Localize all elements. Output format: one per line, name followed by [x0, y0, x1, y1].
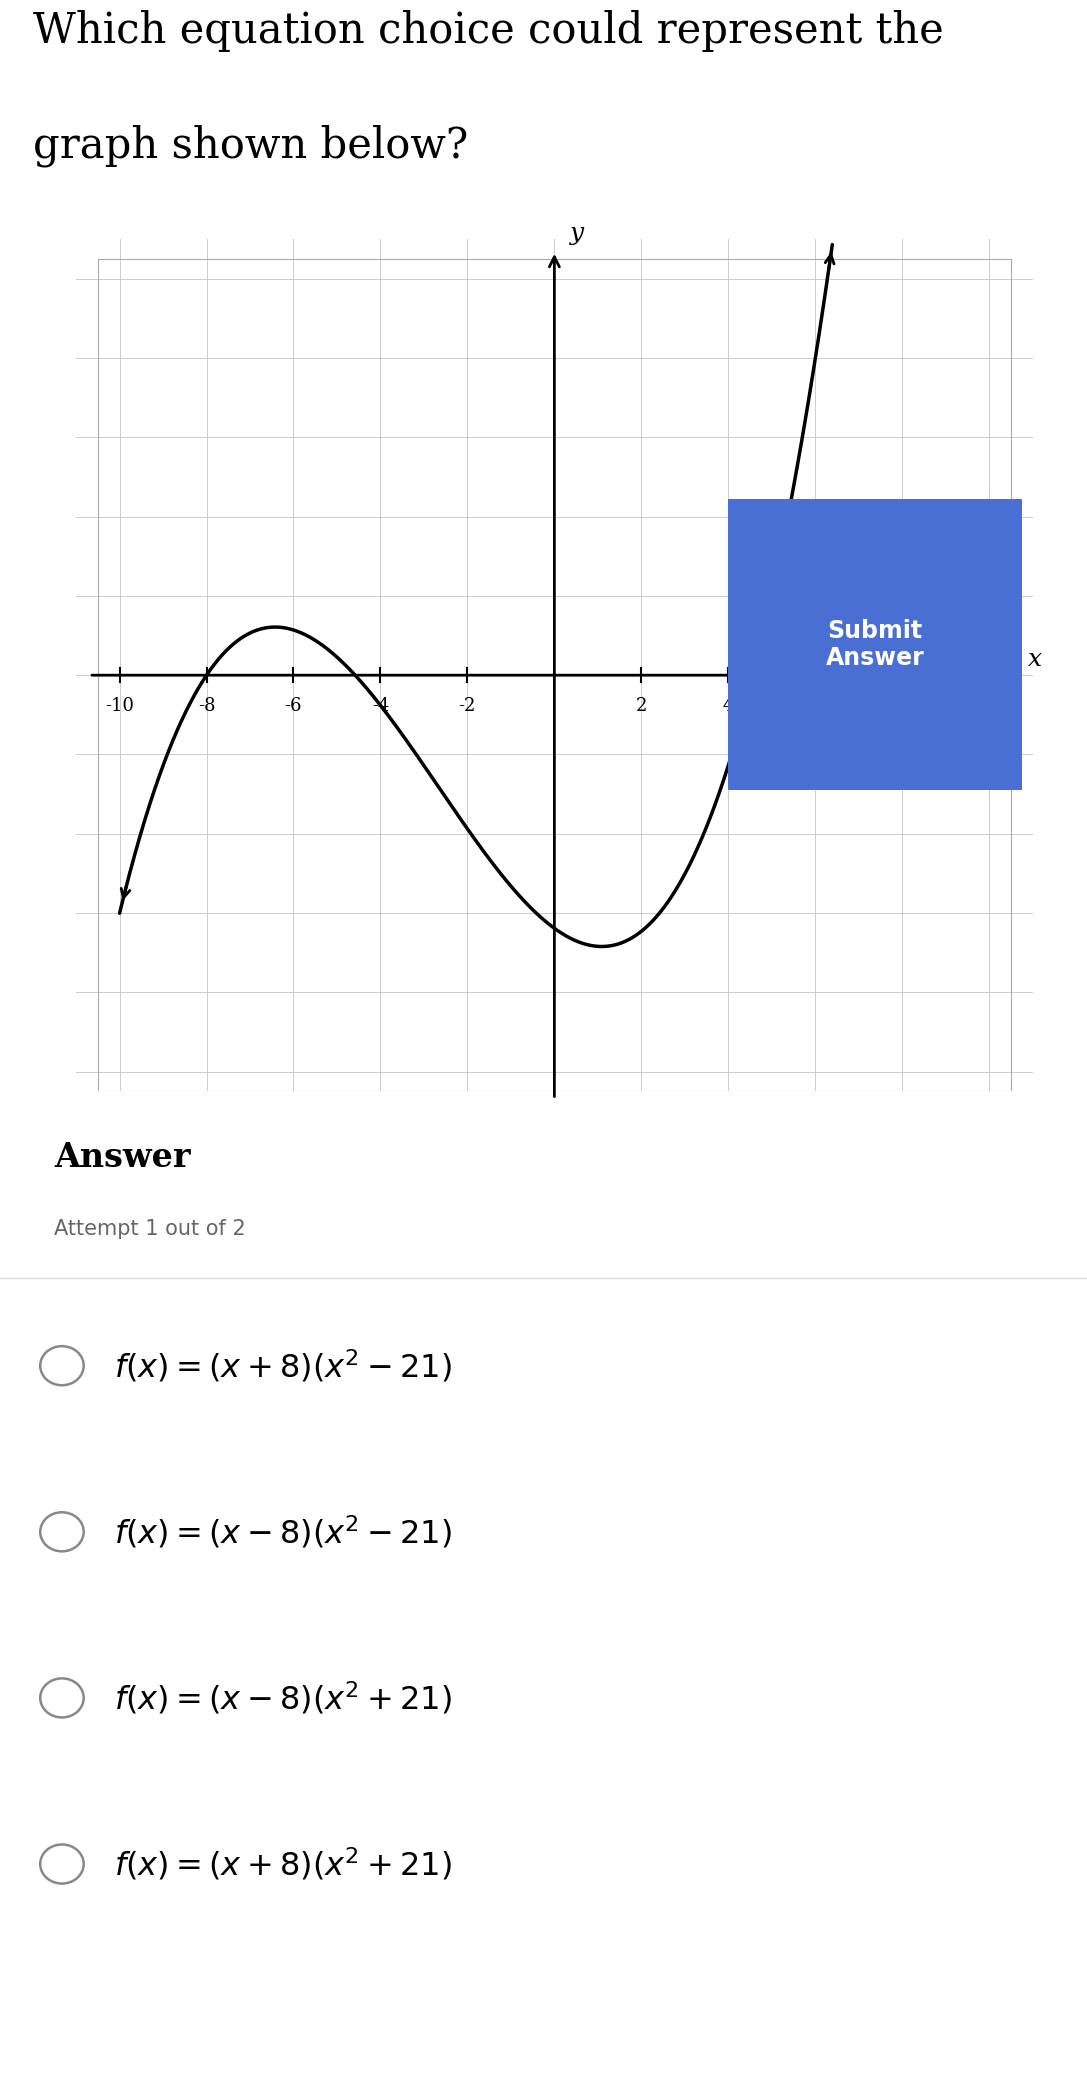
Text: 10: 10 — [977, 696, 1001, 715]
Text: Which equation choice could represent the: Which equation choice could represent th… — [33, 10, 944, 52]
Text: -6: -6 — [285, 696, 302, 715]
Text: 2: 2 — [636, 696, 647, 715]
Text: Answer: Answer — [54, 1141, 191, 1175]
Text: -2: -2 — [459, 696, 476, 715]
FancyBboxPatch shape — [716, 486, 1034, 802]
Text: 8: 8 — [897, 696, 908, 715]
Text: x: x — [1028, 649, 1042, 672]
Text: $f(x)=(x-8)(x^{2}+21)$: $f(x)=(x-8)(x^{2}+21)$ — [114, 1680, 452, 1717]
Text: 4: 4 — [723, 696, 734, 715]
Text: Attempt 1 out of 2: Attempt 1 out of 2 — [54, 1218, 246, 1239]
Text: Submit
Answer: Submit Answer — [826, 620, 924, 669]
Text: $f(x)=(x-8)(x^{2}-21)$: $f(x)=(x-8)(x^{2}-21)$ — [114, 1514, 452, 1551]
Text: graph shown below?: graph shown below? — [33, 125, 467, 166]
Text: -8: -8 — [198, 696, 215, 715]
Text: -10: -10 — [105, 696, 134, 715]
Text: -4: -4 — [372, 696, 389, 715]
Text: $f(x)=(x+8)(x^{2}-21)$: $f(x)=(x+8)(x^{2}-21)$ — [114, 1347, 452, 1385]
Text: $f(x)=(x+8)(x^{2}+21)$: $f(x)=(x+8)(x^{2}+21)$ — [114, 1846, 452, 1881]
Text: y: y — [570, 222, 584, 245]
Text: 6: 6 — [810, 696, 821, 715]
